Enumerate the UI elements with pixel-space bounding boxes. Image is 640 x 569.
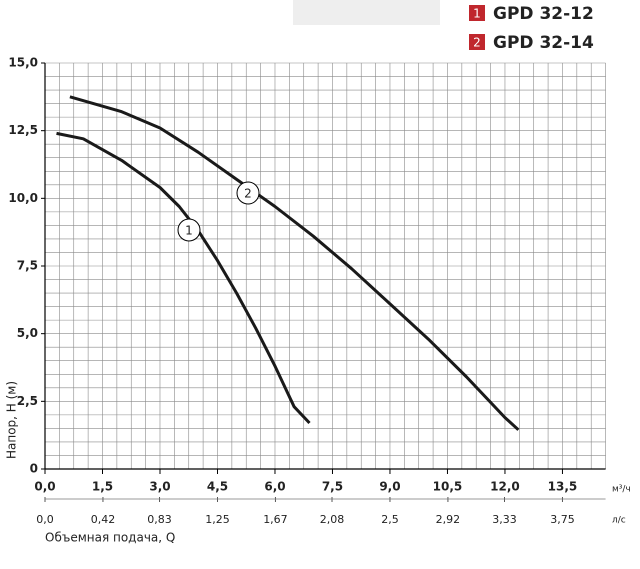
x-unit: м³/ч xyxy=(612,485,631,495)
curve-tag xyxy=(177,218,201,242)
legend-label: GPD 32-12 xyxy=(493,4,594,24)
x-tick-label: 10,5 xyxy=(433,480,463,494)
x-tick-label: 1,5 xyxy=(92,480,113,494)
x2-unit: л/с xyxy=(612,516,626,526)
legend-backdrop xyxy=(293,0,440,25)
y-tick-label: 15,0 xyxy=(8,56,38,70)
x2-tick-label: 0,0 xyxy=(36,513,54,526)
x-tick-label: 7,5 xyxy=(322,480,343,494)
legend-number: 1 xyxy=(473,7,481,21)
x2-tick-label: 3,75 xyxy=(550,513,575,526)
curve-tag-label: 1 xyxy=(185,224,193,238)
x-tick-label: 12,0 xyxy=(490,480,520,494)
y-axis-title: Напор, H (м) xyxy=(5,381,19,459)
y-tick-label: 7,5 xyxy=(17,259,38,273)
y-tick-label: 5,0 xyxy=(17,326,38,340)
legend-label: GPD 32-14 xyxy=(493,33,594,53)
y-tick-label: 0 xyxy=(30,462,38,476)
x2-tick-label: 2,08 xyxy=(320,513,345,526)
y-tick-label: 12,5 xyxy=(8,123,38,137)
legend-number: 2 xyxy=(473,36,481,50)
legend-swatch xyxy=(469,5,485,21)
x-tick-label: 13,5 xyxy=(548,480,578,494)
curve xyxy=(69,95,520,431)
x2-tick-label: 1,25 xyxy=(205,513,230,526)
x-tick-label: 4,5 xyxy=(207,480,228,494)
curve-tag xyxy=(236,181,260,205)
x-axis-title: Объемная подача, Q xyxy=(45,531,175,545)
x2-tick-label: 2,5 xyxy=(381,513,399,526)
x-tick-label: 6,0 xyxy=(264,480,285,494)
legend-swatch xyxy=(469,34,485,50)
x2-tick-label: 1,67 xyxy=(263,513,288,526)
x-tick-label: 3,0 xyxy=(149,480,170,494)
y-tick-label: 10,0 xyxy=(8,191,38,205)
x-tick-label: 0,0 xyxy=(34,480,55,494)
curve-tag-label: 2 xyxy=(244,187,252,201)
x2-tick-label: 0,83 xyxy=(147,513,172,526)
curve xyxy=(56,131,311,425)
x2-tick-label: 3,33 xyxy=(492,513,517,526)
x2-tick-label: 2,92 xyxy=(436,513,461,526)
x2-tick-label: 0,42 xyxy=(91,513,116,526)
x-tick-label: 9,0 xyxy=(379,480,400,494)
y-tick-label: 2,5 xyxy=(17,394,38,408)
